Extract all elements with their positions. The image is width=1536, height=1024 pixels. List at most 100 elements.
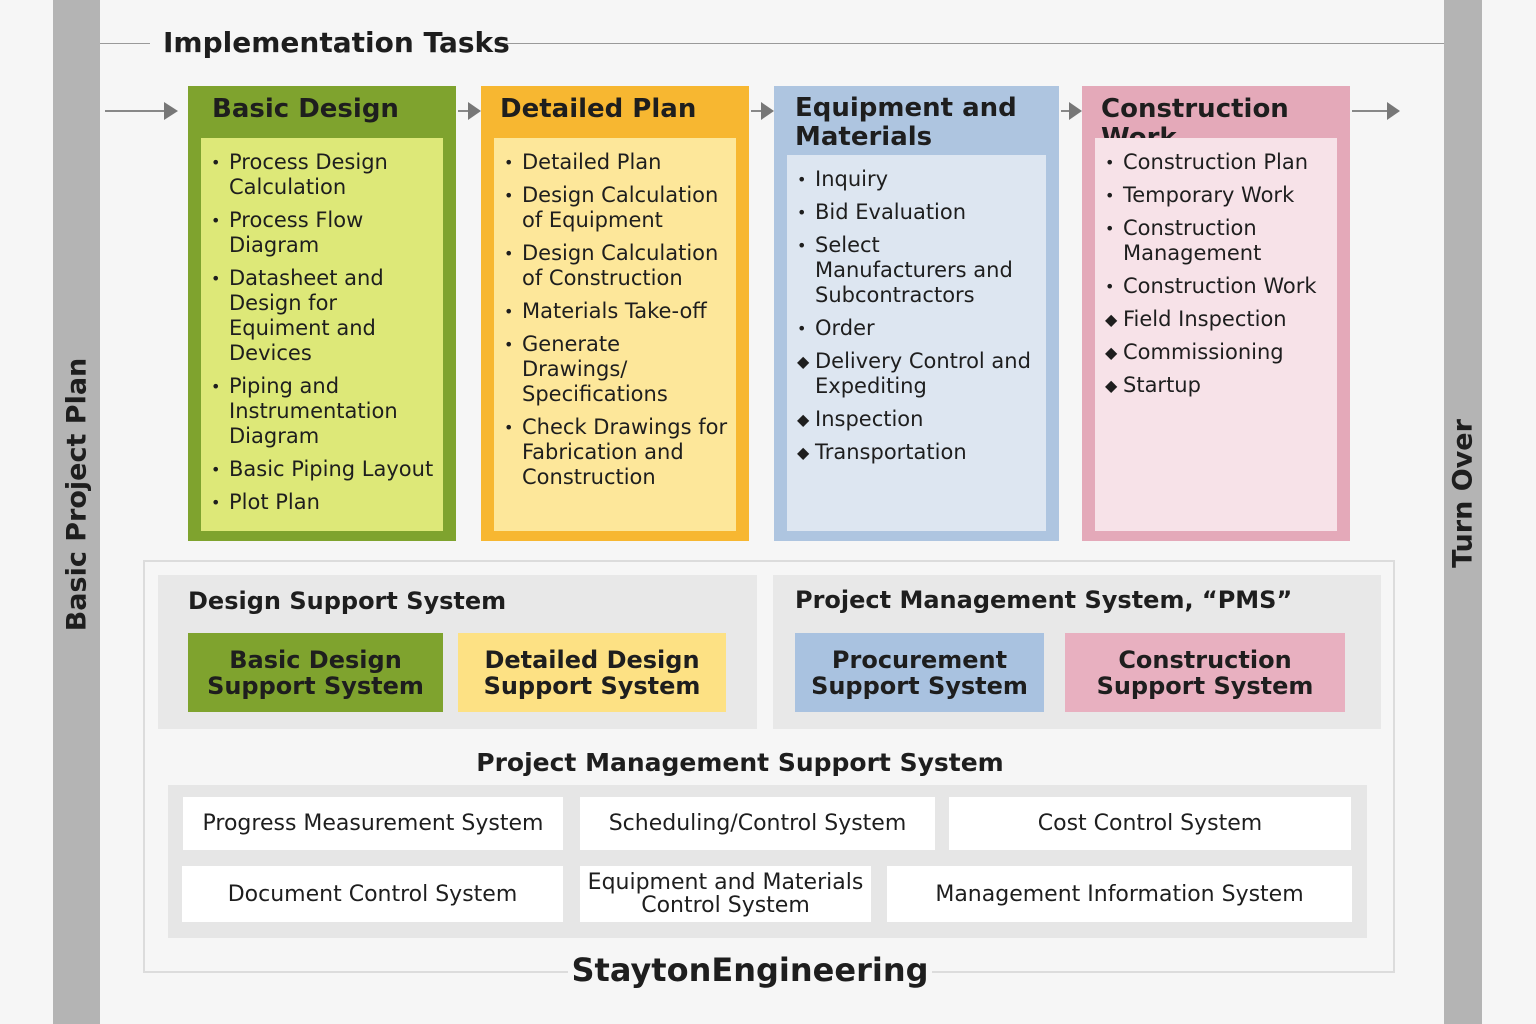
section-title: Implementation Tasks xyxy=(163,26,510,59)
task-item: • Piping and Instrumentation Diagram xyxy=(211,374,435,449)
task-text: Datasheet and Design for Equiment and De… xyxy=(229,266,384,365)
panel-title: Project Management Support System xyxy=(476,748,1004,777)
task-item: • Bid Evaluation xyxy=(797,200,1038,225)
task-item: • Generate Drawings/ Specifications xyxy=(504,332,728,407)
task-text: Transportation xyxy=(815,440,967,464)
system-box: Construction Support System xyxy=(1065,633,1345,712)
task-text: Order xyxy=(815,316,875,340)
bullet: • xyxy=(504,302,514,321)
task-text: Select Manufacturers and Subcontractors xyxy=(815,233,1013,307)
task-item: • Design Calculation of Equipment xyxy=(504,183,728,233)
task-text: Field Inspection xyxy=(1123,307,1287,331)
phase-box: Construction Work • Construction Plan • Temp… xyxy=(1082,86,1350,541)
task-text: Process Design Calculation xyxy=(229,150,388,199)
phase-body: • Inquiry • Bid Evaluation • Select Manufactu… xyxy=(787,155,1046,531)
task-item: ◆ Inspection xyxy=(797,407,1038,432)
task-item: • Plot Plan xyxy=(211,490,435,515)
bullet: ◆ xyxy=(1105,376,1118,395)
task-item: • Detailed Plan xyxy=(504,150,728,175)
left-band xyxy=(53,0,100,1024)
task-text: Inspection xyxy=(815,407,924,431)
bullet: ◆ xyxy=(797,443,810,462)
task-item: • Temporary Work xyxy=(1105,183,1329,208)
task-item: ◆ Transportation xyxy=(797,440,1038,465)
phase-body: • Process Design Calculation • Process Flow… xyxy=(201,138,443,531)
panel-title: Design Support System xyxy=(188,587,507,615)
right-band xyxy=(1444,0,1482,1024)
task-text: Delivery Control and Expediting xyxy=(815,349,1031,398)
task-list: • Construction Plan • Temporary Work • Constr… xyxy=(1095,138,1337,398)
rule xyxy=(506,43,1444,44)
bullet: • xyxy=(797,203,807,222)
bullet: • xyxy=(1105,219,1115,238)
system-cell: Cost Control System xyxy=(949,797,1351,850)
phase-box: Basic Design • Process Design Calculation •… xyxy=(188,86,456,541)
task-item: ◆ Commissioning xyxy=(1105,340,1329,365)
task-text: Basic Piping Layout xyxy=(229,457,434,481)
task-item: • Process Design Calculation xyxy=(211,150,435,200)
bullet: • xyxy=(504,153,514,172)
task-text: Startup xyxy=(1123,373,1201,397)
task-item: • Inquiry xyxy=(797,167,1038,192)
task-text: Piping and Instrumentation Diagram xyxy=(229,374,398,448)
task-item: • Datasheet and Design for Equiment and D… xyxy=(211,266,435,366)
task-item: • Order xyxy=(797,316,1038,341)
task-list: • Detailed Plan • Design Calculation of Equ… xyxy=(494,138,736,490)
system-cell: Scheduling/Control System xyxy=(580,797,935,850)
system-cell: Management Information System xyxy=(887,866,1352,922)
phase-box: Detailed Plan • Detailed Plan • Design Calcu… xyxy=(481,86,749,541)
bullet: • xyxy=(211,269,221,288)
task-text: Construction Work xyxy=(1123,274,1317,298)
bullet: ◆ xyxy=(797,352,810,371)
task-text: Design Calculation of Equipment xyxy=(522,183,719,232)
task-text: Construction Management xyxy=(1123,216,1262,265)
brand: StaytonEngineering xyxy=(568,950,932,994)
bullet: • xyxy=(1105,153,1115,172)
task-item: • Basic Piping Layout xyxy=(211,457,435,482)
task-text: Plot Plan xyxy=(229,490,320,514)
bullet: • xyxy=(797,319,807,338)
system-cell: Document Control System xyxy=(182,866,563,922)
rule xyxy=(100,43,150,44)
bullet: • xyxy=(504,418,514,437)
task-text: Inquiry xyxy=(815,167,889,191)
bullet: • xyxy=(504,244,514,263)
task-item: • Materials Take-off xyxy=(504,299,728,324)
bullet: • xyxy=(797,170,807,189)
task-item: • Check Drawings for Fabrication and Cons… xyxy=(504,415,728,490)
bullet: • xyxy=(211,460,221,479)
task-text: Bid Evaluation xyxy=(815,200,967,224)
phase-body: • Detailed Plan • Design Calculation of Equ… xyxy=(494,138,736,531)
task-item: ◆ Delivery Control and Expediting xyxy=(797,349,1038,399)
bullet: • xyxy=(797,236,807,255)
bullet: • xyxy=(504,335,514,354)
bullet: • xyxy=(211,153,221,172)
system-box: Procurement Support System xyxy=(795,633,1044,712)
task-item: ◆ Field Inspection xyxy=(1105,307,1329,332)
pms-panel: Project Management System, “PMS” Procure… xyxy=(773,575,1381,729)
task-item: • Construction Plan xyxy=(1105,150,1329,175)
system-box: Detailed Design Support System xyxy=(458,633,726,712)
task-text: Generate Drawings/ Specifications xyxy=(522,332,668,406)
task-item: ◆ Startup xyxy=(1105,373,1329,398)
system-cell: Progress Measurement System xyxy=(183,797,563,850)
phase-title: Basic Design xyxy=(212,94,399,124)
phase-body: • Construction Plan • Temporary Work • Constr… xyxy=(1095,138,1337,531)
phase-title: Detailed Plan xyxy=(500,94,697,124)
phase-box: Equipment and Materials Procurement•Inqu… xyxy=(774,86,1059,541)
task-text: Materials Take-off xyxy=(522,299,707,323)
task-list: • Process Design Calculation • Process Flow… xyxy=(201,138,443,515)
task-text: Detailed Plan xyxy=(522,150,662,174)
task-text: Temporary Work xyxy=(1123,183,1295,207)
bullet: • xyxy=(504,186,514,205)
task-item: • Select Manufacturers and Subcontractors xyxy=(797,233,1038,308)
system-cell: Equipment and Materials Control System xyxy=(580,866,871,922)
bullet: ◆ xyxy=(1105,343,1118,362)
task-text: Commissioning xyxy=(1123,340,1284,364)
design-support-panel: Design Support System Basic Design Suppo… xyxy=(158,575,757,729)
task-list: • Inquiry • Bid Evaluation • Select Manufactu… xyxy=(787,155,1046,465)
system-box: Basic Design Support System xyxy=(188,633,443,712)
task-text: Construction Plan xyxy=(1123,150,1309,174)
